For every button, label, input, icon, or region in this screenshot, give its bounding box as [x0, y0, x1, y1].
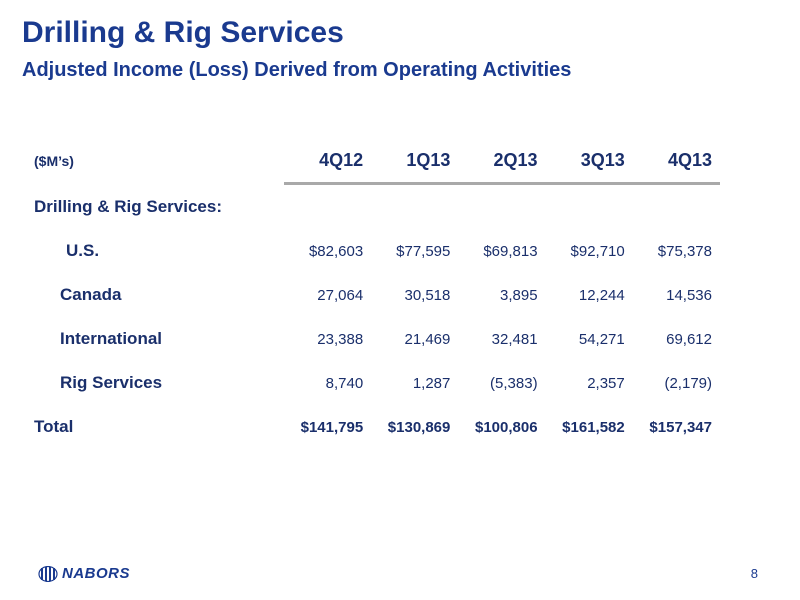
- column-header: 4Q12: [284, 138, 372, 185]
- table-row: Canada 27,064 30,518 3,895 12,244 14,536: [30, 273, 720, 317]
- table-cell: $77,595: [396, 242, 451, 260]
- section-label: Drilling & Rig Services:: [34, 197, 222, 216]
- table-cell: $161,582: [562, 418, 625, 436]
- table-row: U.S. $82,603 $77,595 $69,813 $92,710 $75…: [30, 229, 720, 273]
- table-cell: 30,518: [404, 286, 451, 304]
- table-cell: 1,287: [412, 374, 451, 392]
- table-cell: (5,383): [490, 374, 538, 392]
- table-cell: 54,271: [578, 330, 625, 348]
- row-label: Rig Services: [60, 373, 163, 392]
- income-table: ($M’s) 4Q12 1Q13 2Q13 3Q13 4Q13 Drilling…: [30, 138, 720, 449]
- table-cell: $100,806: [474, 418, 538, 436]
- table-cell: 14,536: [666, 286, 712, 304]
- table-cell: 23,388: [317, 330, 364, 348]
- table-cell: $141,795: [300, 418, 364, 436]
- table-cell: $130,869: [387, 418, 451, 436]
- row-label: Total: [34, 417, 74, 436]
- row-label: U.S.: [66, 241, 100, 260]
- table-header-row: ($M’s) 4Q12 1Q13 2Q13 3Q13 4Q13: [30, 138, 720, 185]
- table-cell: $157,347: [649, 418, 712, 436]
- total-row: Total $141,795 $130,869 $100,806 $161,58…: [30, 405, 720, 449]
- globe-icon: [38, 565, 58, 582]
- table-cell: 12,244: [578, 286, 625, 304]
- table-cell: 69,612: [666, 330, 712, 348]
- table-cell: 3,895: [500, 286, 538, 304]
- table-cell: $82,603: [308, 242, 364, 260]
- table-cell: $75,378: [657, 242, 712, 260]
- section-row: Drilling & Rig Services:: [30, 184, 720, 230]
- column-header: 3Q13: [545, 138, 633, 185]
- slide-subtitle: Adjusted Income (Loss) Derived from Oper…: [22, 59, 572, 81]
- table-row: Rig Services 8,740 1,287 (5,383) 2,357 (…: [30, 361, 720, 405]
- column-header: 4Q13: [632, 138, 720, 185]
- table-cell: (2,179): [664, 374, 712, 392]
- column-header: 1Q13: [371, 138, 459, 185]
- row-label: International: [60, 329, 163, 348]
- nabors-logo: NABORS: [38, 565, 130, 582]
- table-cell: $69,813: [483, 242, 538, 260]
- unit-label: ($M’s): [34, 152, 74, 169]
- table-cell: 2,357: [587, 374, 625, 392]
- table-row: International 23,388 21,469 32,481 54,27…: [30, 317, 720, 361]
- column-header: 2Q13: [458, 138, 546, 185]
- page-number: 8: [750, 566, 758, 581]
- row-label: Canada: [60, 285, 122, 304]
- table-cell: 8,740: [325, 374, 364, 392]
- table-cell: 32,481: [491, 330, 538, 348]
- logo-text: NABORS: [62, 565, 131, 582]
- table-cell: 27,064: [317, 286, 364, 304]
- slide-title: Drilling & Rig Services: [22, 16, 344, 49]
- table-cell: 21,469: [404, 330, 451, 348]
- table-cell: $92,710: [570, 242, 625, 260]
